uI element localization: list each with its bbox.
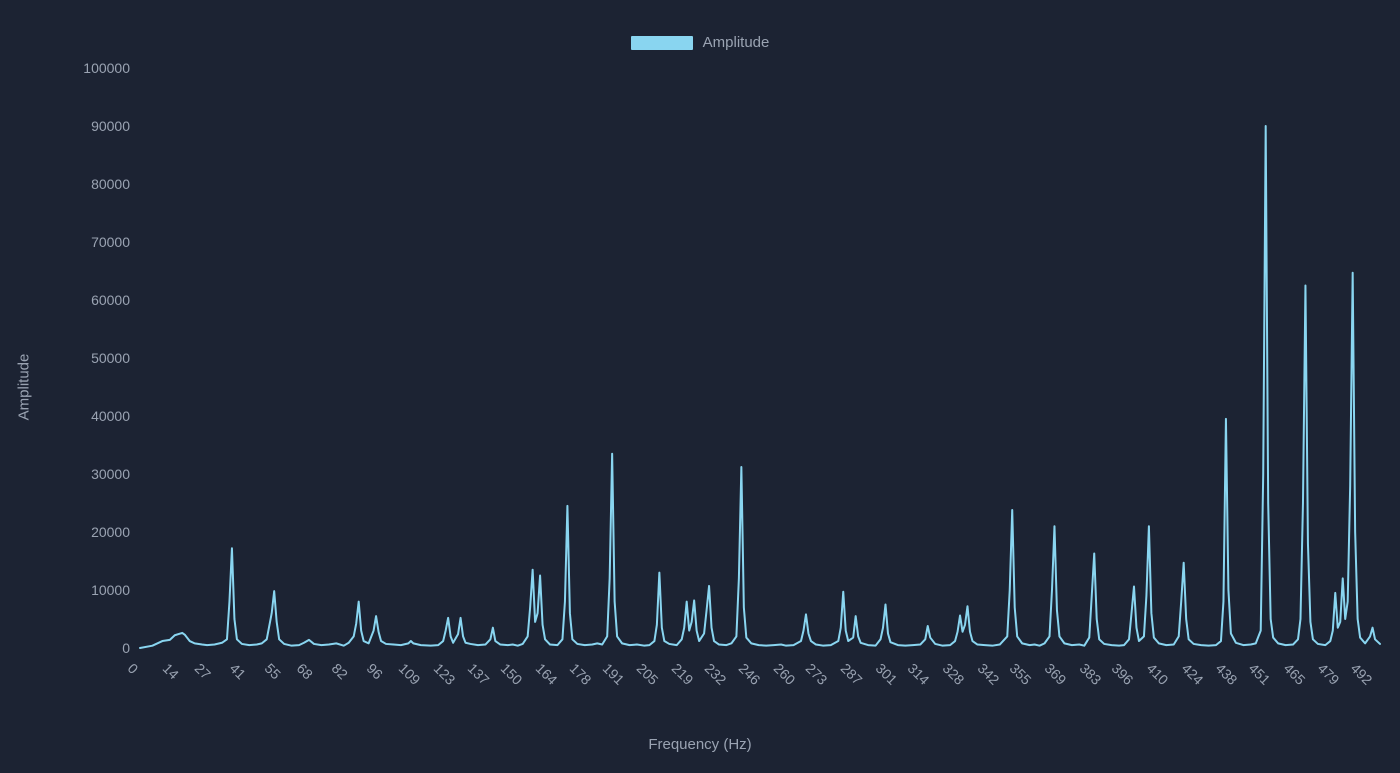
amplitude-frequency-chart: Amplitude Amplitude Frequency (Hz) 01000…	[0, 0, 1400, 773]
plot-area	[0, 0, 1400, 773]
series-line-amplitude	[140, 126, 1380, 648]
